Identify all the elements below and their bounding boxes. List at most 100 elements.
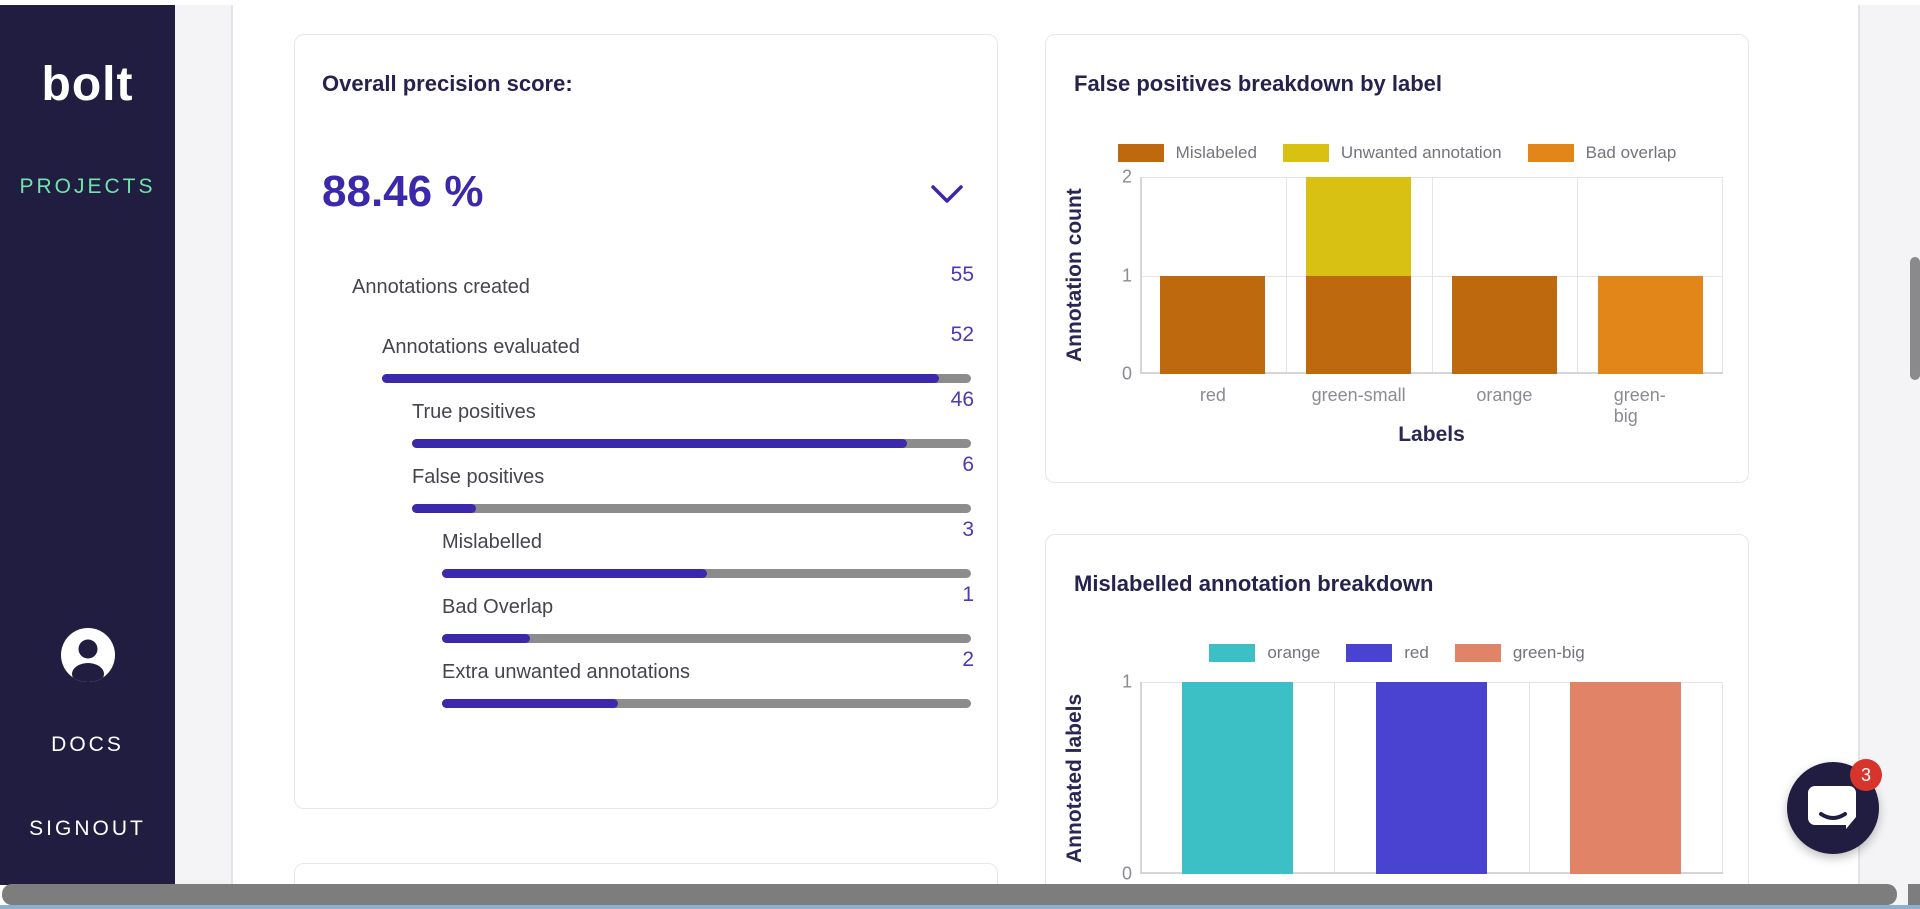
legend-swatch-bad-overlap	[1527, 144, 1574, 162]
gridline	[1722, 682, 1723, 874]
metric-value: 55	[950, 263, 974, 286]
metric-label: Extra unwanted annotations	[442, 661, 690, 683]
metric-progress-track	[442, 699, 971, 708]
false-positives-card: False positives breakdown by label Misla…	[1045, 34, 1749, 483]
legend-item: green-big	[1454, 643, 1585, 663]
legend-item: red	[1346, 643, 1429, 663]
metric-progress-track	[442, 634, 971, 643]
metric-row: Annotations created 55	[295, 263, 997, 299]
metric-progress-fill	[382, 374, 939, 383]
legend-swatch-mislabeled	[1117, 144, 1164, 162]
legend-item: Unwanted annotation	[1282, 143, 1502, 163]
x-tick-label: orange	[1476, 385, 1533, 405]
bar-slot-green-big	[1577, 177, 1723, 374]
y-tick-label: 2	[1121, 166, 1132, 187]
metric-row: True positives 46	[295, 388, 997, 448]
bar-stack-orange	[1451, 177, 1557, 374]
chart-legend: orange red green-big	[1046, 643, 1748, 663]
bar-segment-mislabeled	[1160, 275, 1266, 374]
metric-value: 52	[950, 323, 974, 346]
legend-item: Mislabeled	[1117, 143, 1257, 163]
legend-swatch-unwanted-annotation	[1282, 144, 1329, 162]
horizontal-scrollbar-thumb[interactable]	[2, 884, 1897, 905]
bar-slot-green-big	[1529, 682, 1723, 874]
legend-label: green-big	[1512, 643, 1585, 662]
chat-bubble-icon	[1808, 786, 1856, 829]
y-axis-title: Annotated labels	[1063, 693, 1086, 863]
y-axis-ticks: 0 1 2	[1102, 167, 1132, 384]
bar-slot-orange	[1140, 682, 1334, 874]
metric-value: 46	[950, 388, 974, 411]
metric-label: Annotations created	[352, 276, 530, 298]
chart-plot-area	[1140, 682, 1723, 874]
metric-progress-track	[382, 374, 971, 383]
y-axis-line	[1140, 682, 1142, 874]
bar-slot-green-small	[1286, 177, 1432, 374]
legend-label: Mislabeled	[1175, 143, 1257, 162]
gridline	[1722, 177, 1723, 374]
metric-progress-fill	[442, 569, 707, 578]
bar-stack-red	[1160, 177, 1266, 374]
mislabelled-card-title: Mislabelled annotation breakdown	[1074, 571, 1434, 596]
right-gutter	[1858, 5, 1920, 909]
precision-card-title: Overall precision score:	[322, 71, 573, 96]
gridline	[1334, 682, 1336, 874]
y-tick-label: 1	[1121, 671, 1132, 692]
user-profile-icon	[60, 628, 115, 682]
bar-slot-red	[1140, 177, 1286, 374]
bar-segment-orange	[1181, 682, 1293, 874]
metric-label: Annotations evaluated	[382, 336, 580, 358]
x-tick-label: red	[1199, 385, 1226, 405]
gridline	[1285, 177, 1287, 374]
metric-progress-track	[412, 504, 971, 513]
bar-slot-orange	[1432, 177, 1578, 374]
bolt-logo: bolt	[41, 58, 134, 111]
metric-progress-fill	[412, 504, 477, 513]
legend-swatch-orange	[1209, 644, 1256, 662]
bar-stack-red	[1376, 682, 1487, 874]
y-tick-label: 1	[1121, 265, 1132, 285]
y-tick-label: 0	[1121, 363, 1132, 384]
x-tick-label: green-small	[1311, 385, 1406, 405]
chat-unread-badge: 3	[1850, 759, 1882, 791]
metric-value: 2	[962, 648, 974, 671]
x-axis-line	[1140, 372, 1723, 374]
bar-stack-orange	[1181, 682, 1293, 874]
avatar[interactable]	[0, 627, 175, 688]
metric-label: False positives	[412, 466, 545, 488]
metric-progress-fill	[412, 439, 907, 448]
legend-label: Bad overlap	[1585, 143, 1677, 162]
chevron-down-icon[interactable]	[930, 183, 964, 210]
metric-value: 3	[962, 518, 974, 541]
precision-score-value: 88.46 %	[322, 167, 484, 216]
bar-segment-mislabeled	[1306, 275, 1412, 374]
y-axis-line	[1140, 177, 1142, 374]
left-gutter	[175, 5, 233, 909]
metric-label: True positives	[412, 401, 536, 423]
legend-swatch-green-big	[1454, 644, 1501, 662]
metrics-list: Annotations created 55 Annotations evaluat…	[295, 263, 997, 725]
sidebar-item-docs[interactable]: DOCS	[51, 733, 124, 756]
bar-stack-green-big	[1597, 177, 1703, 374]
metric-row: Mislabelled 3	[295, 518, 997, 578]
chart-legend: Mislabeled Unwanted annotation Bad overlap	[1046, 143, 1748, 163]
metric-label: Mislabelled	[442, 531, 543, 553]
bar-stack-green-big	[1570, 682, 1682, 874]
x-tick-label: green-big	[1613, 385, 1666, 426]
bar-slot-red	[1334, 682, 1528, 874]
metric-row: False positives 6	[295, 453, 997, 513]
bar-segment-red	[1376, 682, 1487, 874]
metric-row: Bad Overlap 1	[295, 583, 997, 643]
metric-value: 1	[962, 583, 974, 606]
x-axis-title: Labels	[1398, 423, 1465, 446]
bar-segment-green-big	[1570, 682, 1682, 874]
vertical-scrollbar-thumb[interactable]	[1910, 257, 1920, 380]
sidebar-item-signout[interactable]: SIGNOUT	[29, 817, 146, 840]
sidebar-item-projects[interactable]: PROJECTS	[19, 175, 156, 198]
bar-stack-green-small	[1306, 177, 1412, 374]
bar-segment-bad-overlap	[1597, 275, 1703, 374]
y-tick-label: 0	[1121, 863, 1132, 884]
legend-item: Bad overlap	[1527, 143, 1677, 163]
